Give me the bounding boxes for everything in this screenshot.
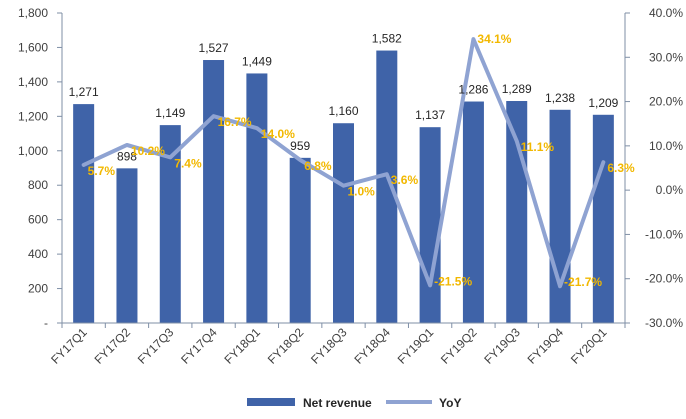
left-tick-label: 1,800	[18, 6, 48, 20]
yoy-value-label: -21.5%	[434, 274, 472, 288]
bar-fy18q3	[333, 123, 354, 323]
right-tick-label: 30.0%	[649, 50, 683, 64]
yoy-value-label: 7.4%	[174, 156, 202, 170]
legend: Net revenue YoY	[247, 396, 461, 410]
legend-swatch-net-revenue	[247, 398, 295, 406]
left-tick-label: 1,400	[18, 75, 48, 89]
left-tick-label: 600	[28, 213, 48, 227]
right-tick-label: 10.0%	[649, 139, 683, 153]
left-tick-label: 400	[28, 247, 48, 261]
yoy-value-label: 1.0%	[348, 185, 376, 199]
x-tick-label: FY18Q2	[265, 325, 307, 367]
bar-value-label: 959	[290, 139, 310, 153]
yoy-value-label: 6.8%	[304, 159, 332, 173]
bar-fy19q1	[419, 127, 441, 323]
bar-fy17q3	[159, 125, 181, 323]
bar-value-label: 1,271	[69, 85, 99, 99]
bar-value-label: 1,286	[458, 83, 488, 97]
yoy-value-label: 10.2%	[131, 144, 165, 158]
yoy-value-label: 14.0%	[261, 127, 295, 141]
bar-value-label: 898	[117, 149, 137, 163]
legend-label-net-revenue: Net revenue	[303, 396, 372, 410]
x-tick-label: FY19Q3	[481, 325, 523, 367]
right-tick-label: -30.0%	[645, 316, 683, 330]
bar-value-label: 1,238	[545, 91, 575, 105]
yoy-value-label: 6.3%	[607, 161, 635, 175]
bar-value-label: 1,137	[415, 108, 445, 122]
bar-fy17q4	[203, 60, 225, 324]
bar-fy17q2	[116, 168, 138, 323]
bar-value-label: 1,149	[155, 106, 185, 120]
bar-fy20q1	[592, 114, 614, 324]
right-tick-label: 0.0%	[656, 183, 684, 197]
right-tick-label: -20.0%	[645, 272, 683, 286]
bar-value-label: 1,289	[502, 82, 532, 96]
yoy-line	[81, 37, 606, 289]
x-tick-label: FY19Q1	[395, 325, 437, 367]
yoy-value-label: -21.7%	[564, 275, 602, 289]
x-tick-label: FY17Q1	[48, 325, 90, 367]
bar-fy19q2	[462, 101, 484, 324]
x-tick-label: FY17Q3	[135, 325, 177, 367]
x-tick-label: FY18Q1	[221, 325, 263, 367]
yoy-line-group	[81, 37, 606, 289]
yoy-value-label: 3.6%	[391, 173, 419, 187]
x-tick-label: FY20Q1	[568, 325, 610, 367]
bar-fy18q2	[289, 157, 311, 323]
data-labels-group: 1,271 898 1,149 1,527 1,449 959 1,160 1,582 1,13…	[69, 32, 635, 290]
x-tick-label: FY19Q2	[438, 325, 480, 367]
yoy-value-label: 5.7%	[88, 164, 116, 178]
x-tick-label: FY18Q3	[308, 325, 350, 367]
right-tick-label: -10.0%	[645, 227, 683, 241]
left-tick-label: 1,200	[18, 109, 48, 123]
bar-fy19q3	[506, 101, 528, 323]
left-tick-label: 200	[28, 282, 48, 296]
bar-fy17q1	[73, 104, 95, 323]
x-tick-label: FY17Q2	[92, 325, 134, 367]
x-tick-label: FY18Q4	[351, 325, 393, 367]
bar-fy18q1	[246, 73, 268, 323]
bar-value-label: 1,582	[372, 32, 402, 46]
right-tick-label: 40.0%	[649, 6, 683, 20]
x-tick-label: FY19Q4	[525, 325, 567, 367]
x-tick-label: FY17Q4	[178, 325, 220, 367]
left-tick-label: 1,000	[18, 144, 48, 158]
legend-label-yoy: YoY	[439, 396, 461, 410]
right-tick-label: 20.0%	[649, 95, 683, 109]
yoy-value-label: 34.1%	[477, 32, 511, 46]
bar-value-label: 1,527	[199, 41, 229, 55]
left-tick-label: -	[44, 316, 48, 330]
bar-value-label: 1,449	[242, 54, 272, 68]
left-tick-label: 1,600	[18, 40, 48, 54]
bar-value-label: 1,160	[328, 104, 358, 118]
bar-value-label: 1,209	[588, 96, 618, 110]
bar-fy18q4	[376, 50, 398, 324]
yoy-value-label: 11.1%	[521, 140, 555, 154]
yoy-value-label: 16.7%	[218, 115, 252, 129]
left-tick-label: 800	[28, 178, 48, 192]
